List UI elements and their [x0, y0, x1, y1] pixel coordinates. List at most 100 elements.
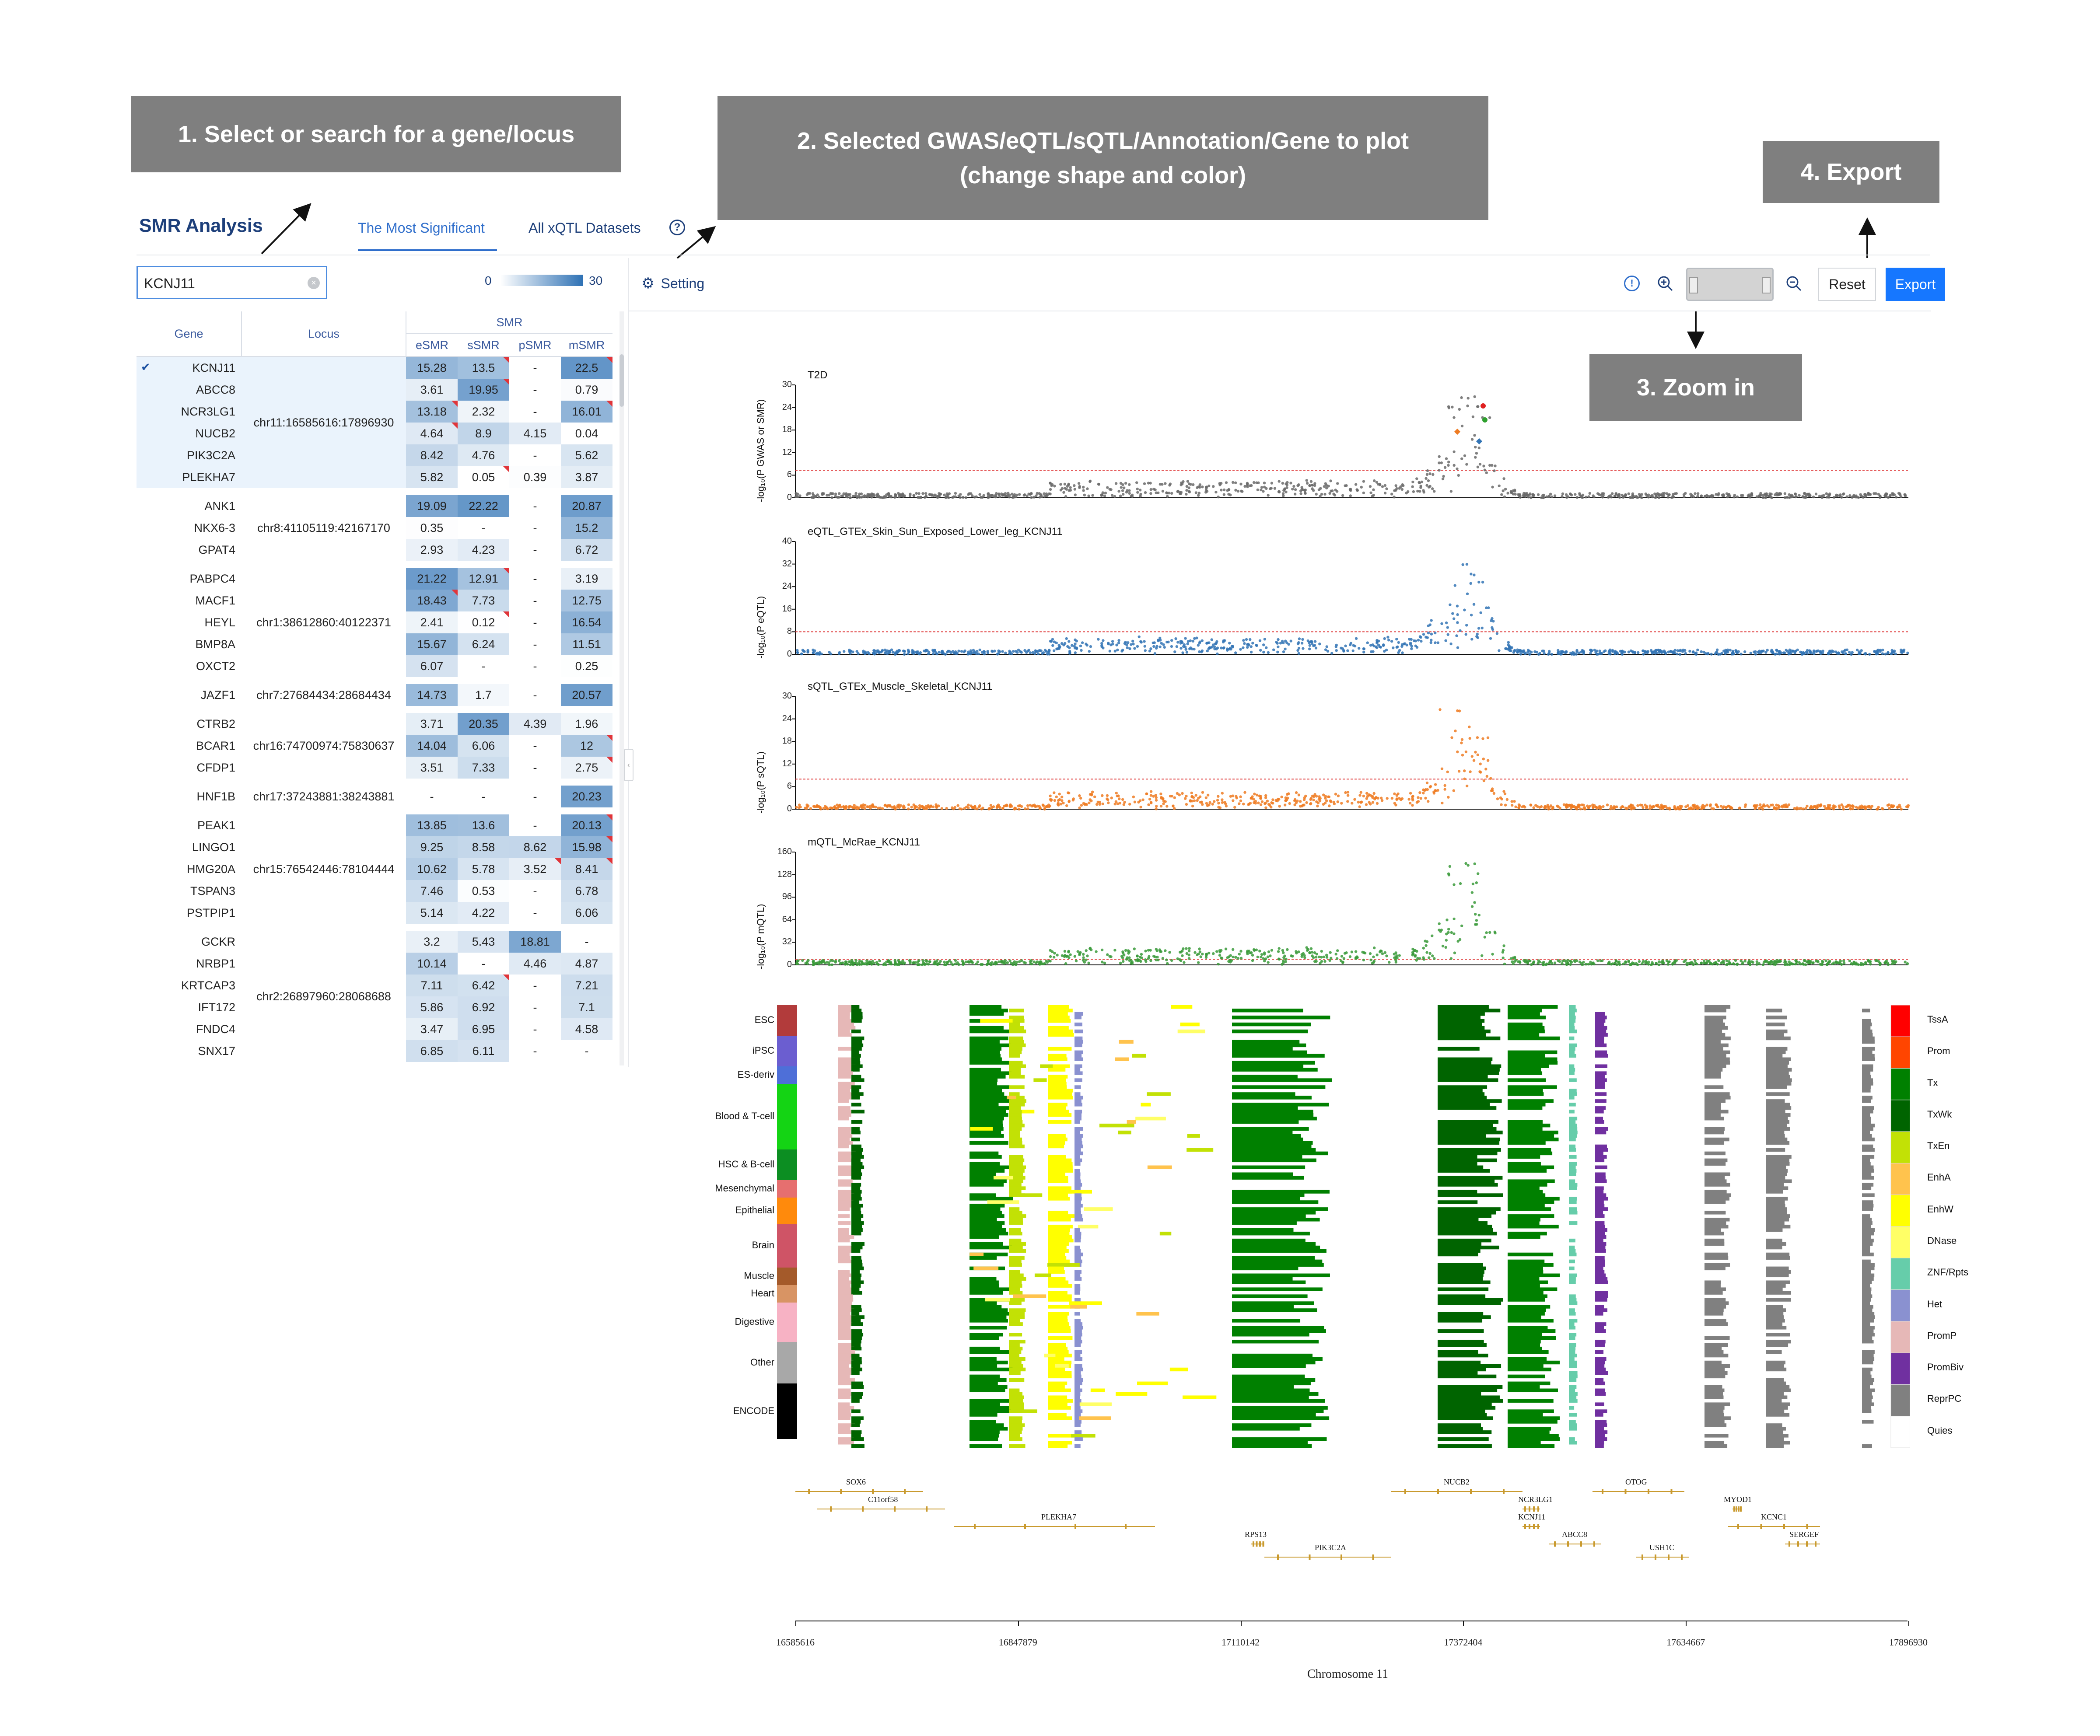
smr-value-cell[interactable]: 5.78 [458, 858, 509, 880]
smr-value-cell[interactable]: 16.01 [561, 401, 612, 423]
table-row[interactable]: LINGO1 9.25 8.58 8.62 15.98 [136, 836, 612, 858]
table-row[interactable]: TSPAN3 7.46 0.53-6.78 [136, 880, 612, 902]
smr-value-cell[interactable]: 5.82 [406, 466, 458, 488]
smr-value-cell[interactable]: 4.64 [406, 423, 458, 444]
smr-value-cell[interactable]: - [509, 590, 561, 611]
header-msmr[interactable]: mSMR [561, 334, 612, 357]
gene-cell[interactable]: NKX6-3 [136, 517, 242, 539]
smr-value-cell[interactable]: - [509, 444, 561, 466]
locus-cell[interactable]: chr7:27684434:28684434 [242, 684, 406, 706]
smr-value-cell[interactable]: 14.04 [406, 735, 458, 757]
smr-value-cell[interactable]: 0.04 [561, 423, 612, 444]
smr-value-cell[interactable]: 15.2 [561, 517, 612, 539]
smr-value-cell[interactable]: 13.18 [406, 401, 458, 423]
smr-value-cell[interactable]: - [509, 757, 561, 779]
smr-value-cell[interactable]: 10.62 [406, 858, 458, 880]
smr-value-cell[interactable]: 1.96 [561, 713, 612, 735]
smr-value-cell[interactable]: 2.93 [406, 539, 458, 561]
gene-cell[interactable]: OXCT2 [136, 655, 242, 677]
smr-value-cell[interactable]: 3.61 [406, 379, 458, 401]
gene-cell[interactable]: LINGO1 [136, 836, 242, 858]
gene-cell[interactable]: PLEKHA7 [136, 466, 242, 488]
smr-value-cell[interactable]: 13.85 [406, 814, 458, 836]
smr-value-cell[interactable]: 4.15 [509, 423, 561, 444]
smr-value-cell[interactable]: - [509, 786, 561, 807]
header-psmr[interactable]: pSMR [509, 334, 561, 357]
smr-value-cell[interactable]: 3.51 [406, 757, 458, 779]
table-row[interactable]: BMP8A 15.67 6.24-11.51 [136, 633, 612, 655]
gene-cell[interactable]: ANK1 [136, 495, 242, 517]
smr-value-cell[interactable]: 13.5 [458, 356, 509, 379]
smr-value-cell[interactable]: 8.58 [458, 836, 509, 858]
smr-value-cell[interactable]: 22.22 [458, 495, 509, 517]
smr-value-cell[interactable]: 15.98 [561, 836, 612, 858]
smr-value-cell[interactable]: 2.32 [458, 401, 509, 423]
table-row[interactable]: MACF1 18.43 7.73-12.75 [136, 590, 612, 611]
smr-value-cell[interactable]: 20.87 [561, 495, 612, 517]
locus-cell[interactable]: chr15:76542446:78104444 [242, 814, 406, 924]
smr-value-cell[interactable]: 12.91 [458, 568, 509, 590]
smr-value-cell[interactable]: 20.57 [561, 684, 612, 706]
gene-cell[interactable]: ABCC8 [136, 379, 242, 401]
smr-value-cell[interactable]: 21.22 [406, 568, 458, 590]
gene-cell[interactable]: NCR3LG1 [136, 401, 242, 423]
smr-value-cell[interactable]: 3.19 [561, 568, 612, 590]
smr-value-cell[interactable]: 4.76 [458, 444, 509, 466]
smr-value-cell[interactable]: - [509, 517, 561, 539]
gene-cell[interactable]: BMP8A [136, 633, 242, 655]
smr-value-cell[interactable]: 19.95 [458, 379, 509, 401]
smr-value-cell[interactable]: - [509, 633, 561, 655]
smr-value-cell[interactable]: 0.53 [458, 880, 509, 902]
smr-value-cell[interactable]: - [509, 356, 561, 379]
smr-value-cell[interactable]: 22.5 [561, 356, 612, 379]
smr-value-cell[interactable]: 8.9 [458, 423, 509, 444]
smr-value-cell[interactable]: 2.75 [561, 757, 612, 779]
table-row[interactable]: ANK1 chr8:41105119:42167170 19.09 22.22-20.… [136, 495, 612, 561]
locus-cell[interactable]: chr17:37243881:38243881 [242, 786, 406, 807]
smr-value-cell[interactable]: 0.79 [561, 379, 612, 401]
smr-value-cell[interactable]: 7.73 [458, 590, 509, 611]
clear-circle-icon[interactable]: × [308, 277, 320, 289]
smr-value-cell[interactable]: 19.09 [406, 495, 458, 517]
smr-value-cell[interactable]: - [509, 568, 561, 590]
header-locus[interactable]: Locus [242, 311, 406, 357]
header-ssmr[interactable]: sSMR [458, 334, 509, 357]
header-esmr[interactable]: eSMR [406, 334, 458, 357]
smr-value-cell[interactable]: - [509, 684, 561, 706]
smr-value-cell[interactable]: 12.75 [561, 590, 612, 611]
smr-value-cell[interactable]: 5.62 [561, 444, 612, 466]
smr-value-cell[interactable]: - [509, 611, 561, 633]
table-row[interactable]: CFDP1 3.51 7.33-2.75 [136, 757, 612, 779]
smr-value-cell[interactable]: 6.06 [458, 735, 509, 757]
table-row[interactable]: GPAT4 2.93 4.23-6.72 [136, 539, 612, 561]
gene-cell[interactable]: GPAT4 [136, 539, 242, 561]
table-row[interactable]: CTRB2 chr16:74700974:75830637 3.71 20.35 4.3… [136, 713, 612, 779]
table-row[interactable]: PEAK1 chr15:76542446:78104444 13.85 13.6-20… [136, 814, 612, 924]
tab-most-significant[interactable]: The Most Significant [358, 220, 485, 236]
gene-cell[interactable]: NUCB2 [136, 423, 242, 444]
header-gene[interactable]: Gene [136, 311, 242, 357]
table-row[interactable]: ✔ KCNJ11 chr11:16585616:17896930 15.28 13.5-… [136, 356, 612, 488]
smr-value-cell[interactable]: 0.35 [406, 517, 458, 539]
gene-cell[interactable]: BCAR1 [136, 735, 242, 757]
tab-all-xqtl-datasets[interactable]: All xQTL Datasets [528, 220, 641, 236]
table-row[interactable]: ABCC8 3.61 19.95-0.79 [136, 379, 612, 401]
table-row[interactable]: PABPC4 chr1:38612860:40122371 21.22 12.91-3… [136, 568, 612, 677]
smr-value-cell[interactable]: 20.35 [458, 713, 509, 735]
smr-value-cell[interactable]: - [509, 539, 561, 561]
table-row[interactable]: NUCB2 4.64 8.9 4.15 0.04 [136, 423, 612, 444]
gene-cell[interactable]: MACF1 [136, 590, 242, 611]
gene-cell[interactable]: PEAK1 [136, 814, 242, 836]
search-input[interactable]: KCNJ11 [144, 276, 195, 291]
table-row[interactable]: HNF1B chr17:37243881:38243881- - -20.23 [136, 786, 612, 807]
smr-value-cell[interactable]: 15.28 [406, 356, 458, 379]
smr-value-cell[interactable]: 0.39 [509, 466, 561, 488]
gene-cell[interactable]: JAZF1 [136, 684, 242, 706]
smr-value-cell[interactable]: 8.42 [406, 444, 458, 466]
locus-cell[interactable]: chr16:74700974:75830637 [242, 713, 406, 779]
smr-value-cell[interactable]: 3.71 [406, 713, 458, 735]
gene-cell[interactable]: PABPC4 [136, 568, 242, 590]
smr-value-cell[interactable]: - [509, 495, 561, 517]
smr-value-cell[interactable]: 11.51 [561, 633, 612, 655]
smr-value-cell[interactable]: 0.25 [561, 655, 612, 677]
